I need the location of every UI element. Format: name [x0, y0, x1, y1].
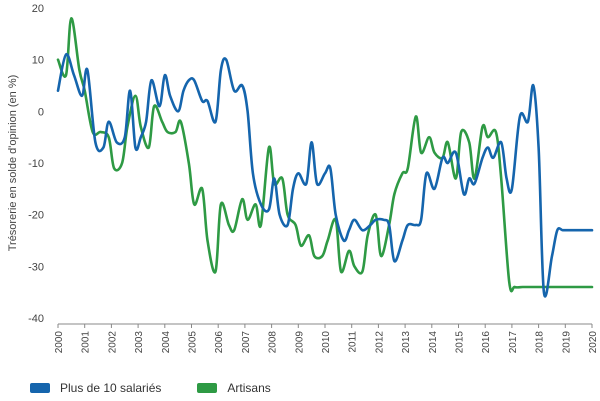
x-tick-label: 2012 — [374, 331, 385, 354]
x-tick-label: 2001 — [81, 331, 92, 354]
x-tick-label: 2003 — [134, 331, 145, 354]
x-tick-label: 2007 — [241, 331, 252, 354]
legend-label: Plus de 10 salariés — [60, 381, 162, 395]
legend-label: Artisans — [227, 381, 271, 395]
x-tick-label: 2010 — [321, 331, 332, 354]
x-tick-label: 2006 — [214, 331, 225, 354]
y-tick-label: 20 — [32, 3, 44, 15]
x-tick-label: 2017 — [508, 331, 519, 354]
x-tick-label: 2009 — [294, 331, 305, 354]
x-tick-label: 2002 — [107, 331, 118, 354]
series-line-plus-10-salaries — [56, 53, 594, 298]
series-line-artisans — [56, 16, 594, 293]
y-axis-label: Trésorerie en solde d'opinion (en %) — [7, 75, 19, 252]
legend: Plus de 10 salariés Artisans — [30, 381, 307, 395]
y-tick-label: -20 — [28, 210, 44, 222]
x-tick-label: 2014 — [428, 331, 439, 354]
x-tick-label: 2013 — [401, 331, 412, 354]
x-tick-label: 2008 — [268, 331, 279, 354]
x-tick-label: 2016 — [481, 331, 492, 354]
legend-swatch-blue — [30, 383, 50, 393]
legend-swatch-green — [197, 383, 218, 393]
y-tick-label: -30 — [28, 261, 44, 273]
x-tick-label: 2018 — [535, 331, 546, 354]
x-tick-label: 2015 — [455, 331, 466, 354]
x-tick-label: 2004 — [161, 331, 172, 354]
y-tick-label: -40 — [28, 313, 44, 325]
legend-item-artisans: Artisans — [197, 381, 271, 395]
x-tick-label: 2020 — [588, 331, 599, 354]
x-tick-label: 2011 — [348, 331, 359, 353]
y-tick-label: -10 — [28, 158, 44, 170]
x-tick-label: 2000 — [54, 331, 65, 354]
y-tick-label: 0 — [38, 106, 44, 118]
legend-item-plus-10-salaries: Plus de 10 salariés — [30, 381, 161, 395]
x-tick-label: 2019 — [561, 331, 572, 354]
x-tick-label: 2005 — [188, 331, 199, 354]
y-tick-label: 10 — [32, 55, 44, 67]
